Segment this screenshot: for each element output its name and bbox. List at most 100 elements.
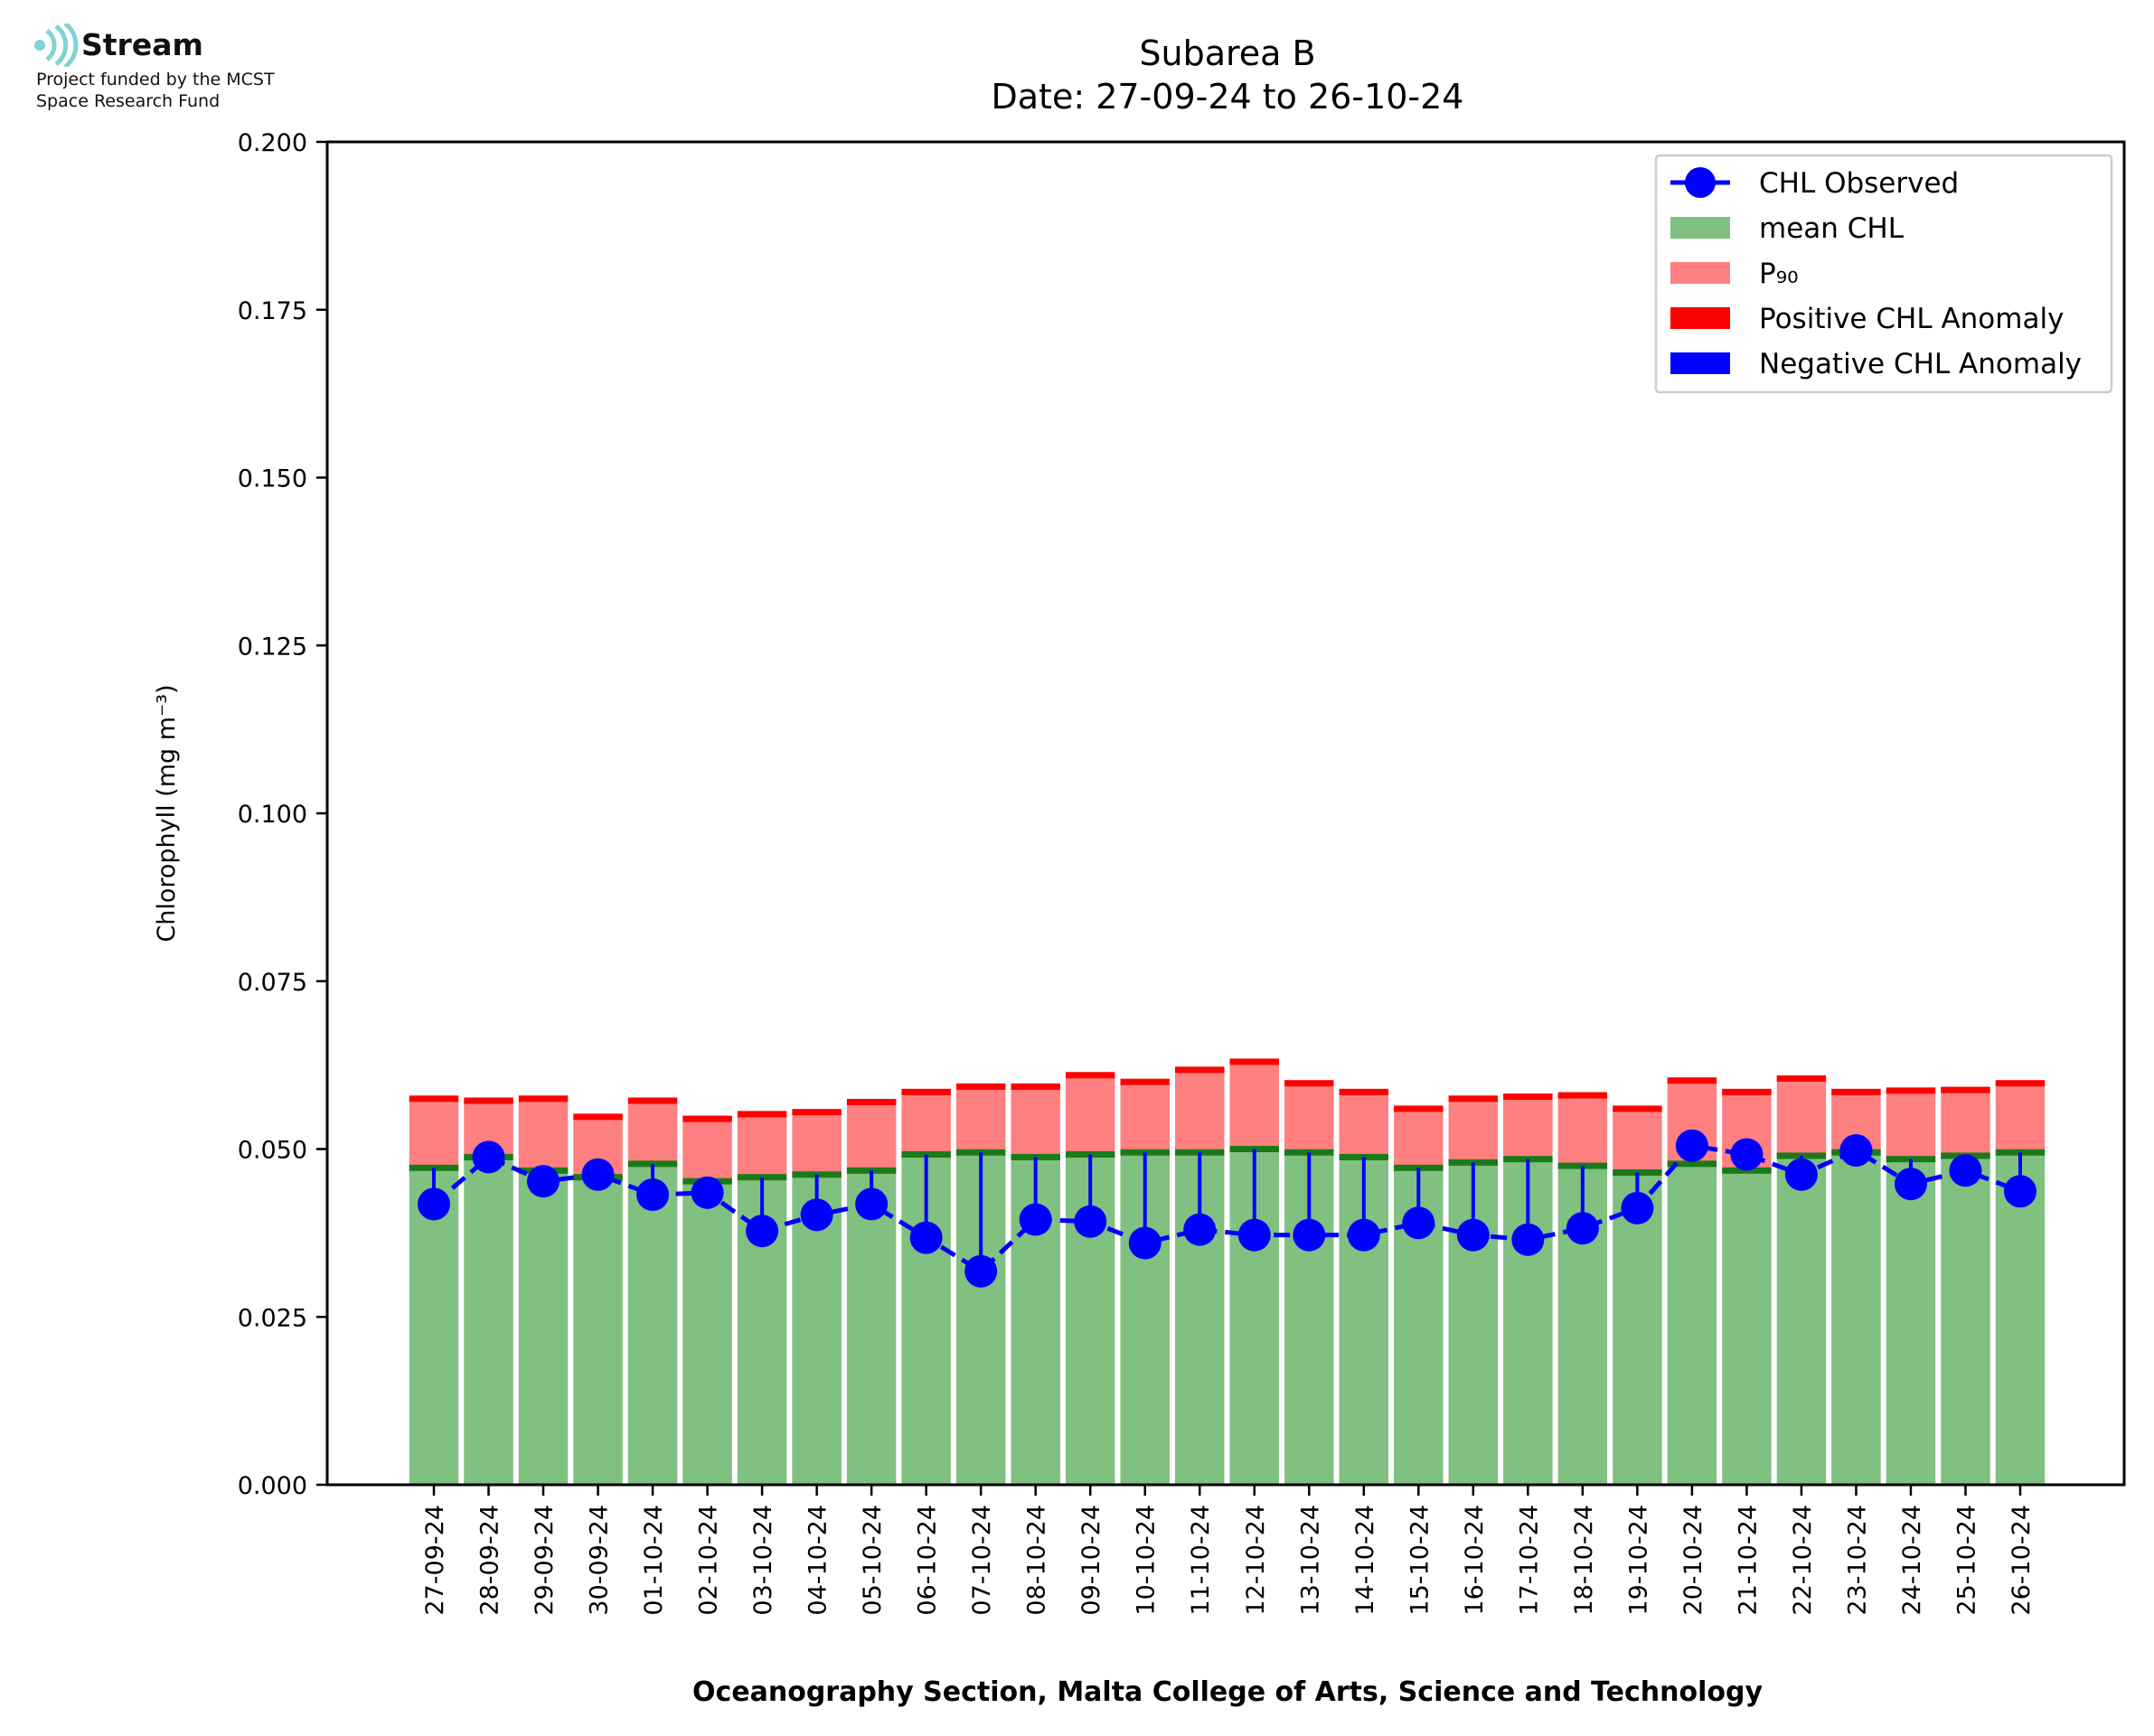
chl-observed-point xyxy=(1402,1206,1435,1240)
chl-observed-point xyxy=(1347,1218,1380,1252)
legend-observed-marker xyxy=(1685,167,1716,198)
positive-anomaly-cap xyxy=(1722,1088,1772,1095)
mean-chl-bar xyxy=(464,1157,513,1485)
chl-observed-point xyxy=(1074,1205,1107,1238)
x-tick-label: 11-10-24 xyxy=(1187,1505,1215,1616)
y-tick-label: 0.150 xyxy=(238,465,307,493)
plot-area: 0.000 0.025 0.050 0.075 0.100 0.125 0.150 0.175… xyxy=(238,129,2126,1616)
legend-label: Positive CHL Anomaly xyxy=(1759,303,2064,335)
x-tick-label: 14-10-24 xyxy=(1351,1505,1379,1616)
x-tick-label: 16-10-24 xyxy=(1461,1505,1489,1616)
positive-anomaly-cap xyxy=(1229,1058,1279,1065)
x-tick-label: 25-10-24 xyxy=(1952,1505,1980,1616)
x-tick-label: 02-10-24 xyxy=(695,1505,723,1616)
positive-anomaly-cap xyxy=(792,1109,842,1116)
legend: CHL Observed mean CHL P₉₀ Positive CHL Anom… xyxy=(1654,154,2113,394)
positive-anomaly-cap xyxy=(1886,1087,1936,1094)
p90-bar xyxy=(1503,1096,1553,1159)
chl-observed-point xyxy=(1621,1191,1654,1225)
chl-observed-point xyxy=(1293,1218,1326,1252)
p90-bar xyxy=(1448,1098,1499,1163)
p90-bar xyxy=(1886,1090,1936,1159)
y-tick-label: 0.175 xyxy=(238,297,307,325)
chl-observed-point xyxy=(1237,1218,1271,1252)
chart-title: Subarea B xyxy=(1139,33,1315,73)
x-tick-label: 30-09-24 xyxy=(586,1505,614,1616)
p90-bar xyxy=(1995,1083,2046,1153)
chl-observed-point xyxy=(1949,1154,1982,1187)
chl-observed-point xyxy=(855,1187,889,1221)
p90-bar xyxy=(682,1119,732,1182)
mean-chl-bar xyxy=(518,1170,569,1485)
positive-anomaly-cap xyxy=(573,1113,623,1121)
p90-bar xyxy=(792,1112,842,1175)
mean-chl-bar xyxy=(1941,1155,1990,1485)
legend-swatch xyxy=(1670,307,1730,329)
p90-bar xyxy=(1776,1078,1827,1156)
positive-anomaly-cap xyxy=(1776,1074,1827,1082)
x-tick-label: 27-09-24 xyxy=(421,1505,449,1616)
x-tick-label: 09-10-24 xyxy=(1077,1505,1105,1616)
p90-bar xyxy=(518,1098,569,1171)
x-tick-label: 03-10-24 xyxy=(749,1505,777,1616)
positive-anomaly-cap xyxy=(1011,1083,1060,1090)
positive-anomaly-cap xyxy=(1394,1105,1444,1112)
chl-observed-point xyxy=(1456,1218,1490,1252)
x-tick-label: 21-10-24 xyxy=(1734,1505,1762,1616)
legend-label: CHL Observed xyxy=(1759,167,1959,200)
chl-observed-point xyxy=(1566,1212,1599,1245)
positive-anomaly-cap xyxy=(1613,1105,1662,1112)
positive-anomaly-cap xyxy=(1339,1088,1389,1095)
x-tick-label: 05-10-24 xyxy=(859,1505,887,1616)
p90-bar xyxy=(1941,1090,1990,1156)
positive-anomaly-cap xyxy=(627,1097,678,1104)
positive-anomaly-cap xyxy=(518,1095,569,1103)
mean-chl-bar xyxy=(627,1163,678,1485)
logo-funded-line2: Space Research Fund xyxy=(36,91,221,111)
x-tick-label: 08-10-24 xyxy=(1023,1505,1051,1616)
x-tick-label: 10-10-24 xyxy=(1133,1505,1161,1616)
x-tick-label: 18-10-24 xyxy=(1570,1505,1598,1616)
x-tick-label: 19-10-24 xyxy=(1624,1505,1652,1616)
p90-bar xyxy=(1613,1108,1662,1173)
positive-anomaly-cap xyxy=(1120,1078,1170,1085)
p90-bar xyxy=(1557,1095,1608,1167)
legend-label: Negative CHL Anomaly xyxy=(1759,348,2082,380)
positive-anomaly-cap xyxy=(1941,1086,1990,1093)
x-tick-label: 29-09-24 xyxy=(531,1505,559,1616)
stream-logo: Stream Project funded by the MCST Space … xyxy=(33,22,340,121)
x-tick-label: 20-10-24 xyxy=(1679,1505,1707,1616)
y-tick-label: 0.050 xyxy=(238,1137,307,1165)
x-tick-label: 24-10-24 xyxy=(1898,1505,1926,1616)
chl-observed-point xyxy=(746,1215,779,1248)
positive-anomaly-cap xyxy=(464,1097,513,1104)
positive-anomaly-cap xyxy=(409,1095,459,1103)
p90-bar xyxy=(737,1113,787,1178)
p90-bar xyxy=(1229,1061,1279,1150)
positive-anomaly-cap xyxy=(1448,1095,1499,1103)
legend-swatch xyxy=(1670,352,1730,374)
chl-observed-point xyxy=(472,1140,505,1174)
chart-subtitle: Date: 27-09-24 to 26-10-24 xyxy=(992,77,1464,117)
chl-observed-point xyxy=(418,1187,450,1221)
chl-observed-point xyxy=(2004,1175,2036,1208)
p90-bar xyxy=(846,1102,897,1171)
p90-bar xyxy=(1011,1086,1060,1158)
p90-bar xyxy=(409,1098,459,1168)
logo-funded-line1: Project funded by the MCST xyxy=(36,70,275,89)
mean-chl-bar xyxy=(1995,1152,2046,1485)
positive-anomaly-cap xyxy=(1175,1066,1225,1074)
logo-funded-text: Project funded by the MCST Space Researc… xyxy=(36,69,343,112)
y-tick-label: 0.200 xyxy=(238,129,307,157)
mean-chl-bar xyxy=(1831,1152,1881,1485)
y-tick-label: 0.000 xyxy=(238,1472,307,1500)
x-tick-label: 28-09-24 xyxy=(476,1505,504,1616)
x-tick-label: 12-10-24 xyxy=(1242,1505,1270,1616)
mean-chl-bar xyxy=(682,1181,732,1485)
chl-observed-point xyxy=(1675,1129,1708,1162)
p90-bar xyxy=(1120,1082,1170,1153)
legend-label: mean CHL xyxy=(1759,212,1905,245)
chl-observed-point xyxy=(800,1198,833,1232)
logo-brand: Stream xyxy=(81,27,203,62)
